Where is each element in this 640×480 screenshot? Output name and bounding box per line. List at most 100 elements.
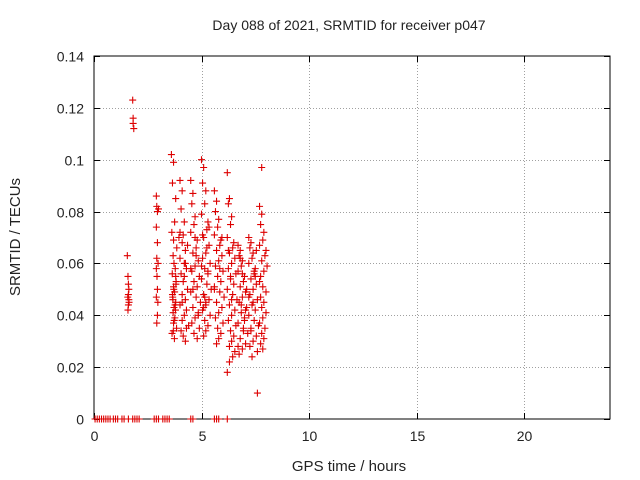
- x-tick-label: 20: [517, 428, 533, 444]
- data-point: [178, 316, 186, 324]
- data-point: [188, 319, 196, 327]
- data-point: [154, 298, 162, 306]
- data-point: [153, 254, 161, 262]
- data-point: [181, 259, 189, 267]
- data-point: [259, 236, 267, 244]
- data-point: [178, 298, 186, 306]
- data-point: [190, 329, 198, 337]
- data-point: [245, 259, 253, 267]
- data-point: [154, 259, 162, 267]
- data-point: [228, 296, 236, 304]
- data-point: [249, 285, 257, 293]
- data-point: [179, 332, 187, 340]
- data-point: [213, 246, 221, 254]
- data-point: [188, 200, 196, 208]
- data-point: [200, 332, 208, 340]
- data-point: [177, 327, 185, 335]
- data-point: [216, 265, 224, 273]
- data-point: [176, 176, 184, 184]
- data-point: [178, 291, 186, 299]
- data-point: [204, 267, 212, 275]
- y-tick-label: 0.12: [57, 101, 84, 117]
- data-point: [211, 262, 219, 270]
- grid-lines: [94, 56, 610, 419]
- data-point: [263, 262, 271, 270]
- data-point: [228, 259, 236, 267]
- data-point: [153, 272, 161, 280]
- data-point: [224, 200, 232, 208]
- data-point: [171, 218, 179, 226]
- data-point: [198, 262, 205, 270]
- data-point: [238, 270, 246, 278]
- data-point: [229, 244, 237, 252]
- x-axis-title: GPS time / hours: [292, 458, 406, 475]
- data-point: [239, 327, 247, 335]
- data-point: [227, 272, 235, 280]
- data-point: [194, 311, 202, 319]
- data-point: [124, 306, 132, 314]
- data-point: [230, 280, 238, 288]
- data-point: [187, 176, 195, 184]
- data-point: [260, 335, 268, 343]
- data-point: [169, 327, 177, 335]
- data-point: [135, 415, 143, 423]
- data-point: [223, 285, 231, 293]
- data-point: [236, 254, 244, 262]
- data-point: [125, 298, 133, 306]
- data-point: [204, 218, 212, 226]
- data-point: [199, 179, 207, 187]
- data-point: [130, 125, 138, 133]
- data-point: [230, 332, 238, 340]
- data-point: [219, 319, 227, 327]
- data-point: [237, 262, 245, 270]
- y-axis-title: SRMTID / TECUs: [7, 178, 24, 296]
- data-point: [123, 252, 131, 260]
- data-point: [193, 283, 201, 291]
- data-point: [218, 304, 226, 312]
- data-point: [189, 189, 197, 197]
- data-point: [249, 337, 257, 345]
- axis-ticks: 0 0.02 0.04 0.06 0.08 0.1 0.12 0.14 0 5 10 15 20: [57, 49, 610, 444]
- data-point: [184, 241, 192, 249]
- data-point: [261, 252, 269, 260]
- data-point: [229, 353, 237, 361]
- data-point: [256, 319, 264, 327]
- data-point: [152, 265, 160, 273]
- data-point: [178, 187, 186, 195]
- data-point: [234, 241, 242, 249]
- data-point: [260, 228, 268, 236]
- data-point: [236, 283, 244, 291]
- data-point: [175, 234, 183, 241]
- data-point: [198, 275, 205, 283]
- data-point: [238, 293, 246, 301]
- data-point: [190, 278, 198, 286]
- data-point: [167, 151, 175, 159]
- data-point: [237, 301, 245, 309]
- data-point: [218, 252, 226, 260]
- data-point: [223, 169, 231, 177]
- data-point: [194, 257, 202, 265]
- data-point: [170, 316, 178, 324]
- data-point: [260, 267, 268, 275]
- data-point: [191, 234, 199, 241]
- data-point: [243, 285, 251, 293]
- data-point: [235, 350, 243, 358]
- data-point: [259, 314, 267, 322]
- data-point: [223, 415, 231, 423]
- data-point: [214, 324, 222, 332]
- data-point: [247, 239, 255, 247]
- data-point: [152, 192, 160, 200]
- data-point: [173, 244, 181, 252]
- data-point: [258, 163, 266, 171]
- data-point: [228, 337, 236, 345]
- data-point: [176, 254, 184, 262]
- data-point: [239, 278, 247, 286]
- data-point: [206, 259, 214, 267]
- data-point: [257, 293, 265, 301]
- data-point: [180, 272, 188, 280]
- data-point: [180, 218, 188, 226]
- data-point: [170, 158, 178, 166]
- data-point: [181, 337, 189, 345]
- data-point: [210, 285, 218, 293]
- data-point: [201, 293, 209, 301]
